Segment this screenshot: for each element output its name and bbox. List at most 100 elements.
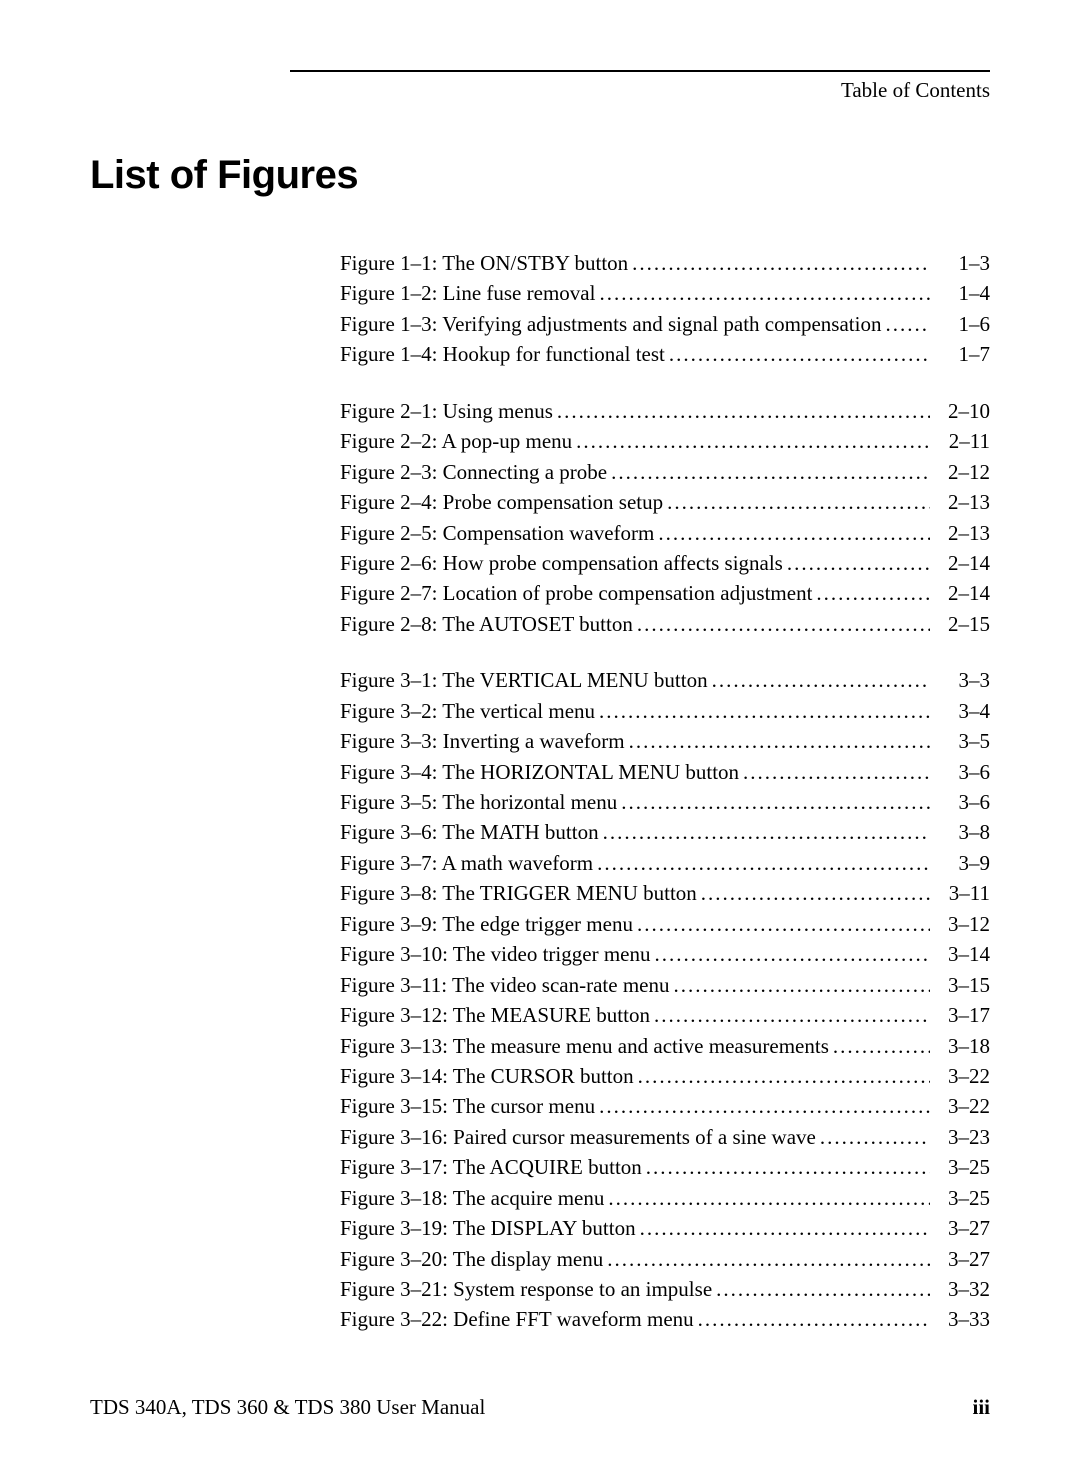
figure-page: 3–23 (930, 1122, 990, 1152)
figure-page: 3–17 (930, 1000, 990, 1030)
figure-page: 2–13 (930, 487, 990, 517)
leader-dots (665, 339, 930, 369)
figure-label: Figure 3–9: The edge trigger menu (340, 909, 633, 939)
leader-dots (634, 1061, 930, 1091)
figure-label: Figure 2–5: Compensation waveform (340, 518, 654, 548)
footer-manual-title: TDS 340A, TDS 360 & TDS 380 User Manual (90, 1395, 485, 1420)
footer-page-number: iii (972, 1395, 990, 1420)
figure-page: 1–7 (930, 339, 990, 369)
figure-list: Figure 1–1: The ON/STBY button1–3Figure … (90, 248, 990, 1335)
figure-label: Figure 3–22: Define FFT waveform menu (340, 1304, 694, 1334)
figure-entry: Figure 3–12: The MEASURE button 3–17 (340, 1000, 990, 1030)
figure-label: Figure 3–7: A math waveform (340, 848, 593, 878)
figure-entry: Figure 1–1: The ON/STBY button1–3 (340, 248, 990, 278)
figure-entry: Figure 2–8: The AUTOSET button2–15 (340, 609, 990, 639)
figure-entry: Figure 3–7: A math waveform3–9 (340, 848, 990, 878)
leader-dots (595, 696, 930, 726)
leader-dots (628, 248, 930, 278)
leader-dots (812, 578, 930, 608)
figure-label: Figure 1–3: Verifying adjustments and si… (340, 309, 881, 339)
figure-label: Figure 1–1: The ON/STBY button (340, 248, 628, 278)
figure-page: 3–25 (930, 1152, 990, 1182)
figure-entry: Figure 2–4: Probe compensation setup 2–13 (340, 487, 990, 517)
figure-label: Figure 1–4: Hookup for functional test (340, 339, 665, 369)
figure-entry: Figure 2–5: Compensation waveform2–13 (340, 518, 990, 548)
leader-dots (603, 1244, 930, 1274)
figure-label: Figure 1–2: Line fuse removal (340, 278, 595, 308)
figure-label: Figure 3–10: The video trigger menu (340, 939, 650, 969)
figure-page: 2–11 (930, 426, 990, 456)
leader-dots (650, 1000, 930, 1030)
page-title: List of Figures (90, 153, 990, 198)
figure-entry: Figure 3–15: The cursor menu3–22 (340, 1091, 990, 1121)
figure-entry: Figure 3–18: The acquire menu3–25 (340, 1183, 990, 1213)
figure-entry: Figure 3–6: The MATH button3–8 (340, 817, 990, 847)
figure-entry: Figure 1–4: Hookup for functional test 1–… (340, 339, 990, 369)
figure-entry: Figure 1–3: Verifying adjustments and si… (340, 309, 990, 339)
leader-dots (572, 426, 930, 456)
leader-dots (633, 909, 930, 939)
figure-label: Figure 3–8: The TRIGGER MENU button (340, 878, 697, 908)
figure-entry: Figure 2–6: How probe compensation affec… (340, 548, 990, 578)
leader-dots (636, 1213, 930, 1243)
leader-dots (625, 726, 930, 756)
figure-entry: Figure 2–7: Location of probe compensati… (340, 578, 990, 608)
figure-page: 3–6 (930, 757, 990, 787)
header-rule (290, 70, 990, 72)
figure-page: 3–4 (930, 696, 990, 726)
figure-entry: Figure 3–10: The video trigger menu 3–14 (340, 939, 990, 969)
figure-entry: Figure 2–1: Using menus2–10 (340, 396, 990, 426)
figure-label: Figure 3–2: The vertical menu (340, 696, 595, 726)
figure-page: 3–12 (930, 909, 990, 939)
figure-page: 3–15 (930, 970, 990, 1000)
figure-entry: Figure 2–2: A pop-up menu 2–11 (340, 426, 990, 456)
figure-entry: Figure 3–22: Define FFT waveform menu 3–3… (340, 1304, 990, 1334)
figure-label: Figure 3–20: The display menu (340, 1244, 603, 1274)
figure-label: Figure 3–12: The MEASURE button (340, 1000, 650, 1030)
figure-page: 3–27 (930, 1213, 990, 1243)
leader-dots (694, 1304, 930, 1334)
leader-dots (881, 309, 930, 339)
leader-dots (595, 1091, 930, 1121)
figure-page: 3–14 (930, 939, 990, 969)
leader-dots (650, 939, 930, 969)
page-footer: TDS 340A, TDS 360 & TDS 380 User Manual … (90, 1395, 990, 1420)
figure-entry: Figure 3–11: The video scan-rate menu 3–1… (340, 970, 990, 1000)
leader-dots (783, 548, 930, 578)
figure-entry: Figure 3–4: The HORIZONTAL MENU button 3–… (340, 757, 990, 787)
figure-label: Figure 3–5: The horizontal menu (340, 787, 617, 817)
figure-entry: Figure 3–19: The DISPLAY button3–27 (340, 1213, 990, 1243)
figure-group: Figure 1–1: The ON/STBY button1–3Figure … (340, 248, 990, 370)
figure-page: 3–33 (930, 1304, 990, 1334)
figure-label: Figure 3–11: The video scan-rate menu (340, 970, 670, 1000)
figure-label: Figure 3–1: The VERTICAL MENU button (340, 665, 708, 695)
figure-label: Figure 3–14: The CURSOR button (340, 1061, 634, 1091)
leader-dots (829, 1031, 930, 1061)
figure-page: 3–5 (930, 726, 990, 756)
figure-entry: Figure 2–3: Connecting a probe 2–12 (340, 457, 990, 487)
leader-dots (654, 518, 930, 548)
figure-page: 3–32 (930, 1274, 990, 1304)
figure-entry: Figure 3–14: The CURSOR button3–22 (340, 1061, 990, 1091)
figure-label: Figure 3–6: The MATH button (340, 817, 599, 847)
figure-page: 2–14 (930, 548, 990, 578)
leader-dots (663, 487, 930, 517)
figure-label: Figure 3–16: Paired cursor measurements … (340, 1122, 816, 1152)
figure-entry: Figure 3–2: The vertical menu 3–4 (340, 696, 990, 726)
leader-dots (739, 757, 930, 787)
leader-dots (642, 1152, 930, 1182)
figure-label: Figure 2–2: A pop-up menu (340, 426, 572, 456)
figure-entry: Figure 3–20: The display menu3–27 (340, 1244, 990, 1274)
figure-page: 2–10 (930, 396, 990, 426)
figure-label: Figure 2–4: Probe compensation setup (340, 487, 663, 517)
figure-label: Figure 2–3: Connecting a probe (340, 457, 607, 487)
figure-label: Figure 2–6: How probe compensation affec… (340, 548, 783, 578)
figure-label: Figure 3–3: Inverting a waveform (340, 726, 625, 756)
figure-entry: Figure 3–3: Inverting a waveform 3–5 (340, 726, 990, 756)
figure-label: Figure 3–15: The cursor menu (340, 1091, 595, 1121)
figure-page: 2–12 (930, 457, 990, 487)
figure-label: Figure 3–4: The HORIZONTAL MENU button (340, 757, 739, 787)
figure-label: Figure 3–17: The ACQUIRE button (340, 1152, 642, 1182)
figure-page: 3–6 (930, 787, 990, 817)
leader-dots (670, 970, 931, 1000)
